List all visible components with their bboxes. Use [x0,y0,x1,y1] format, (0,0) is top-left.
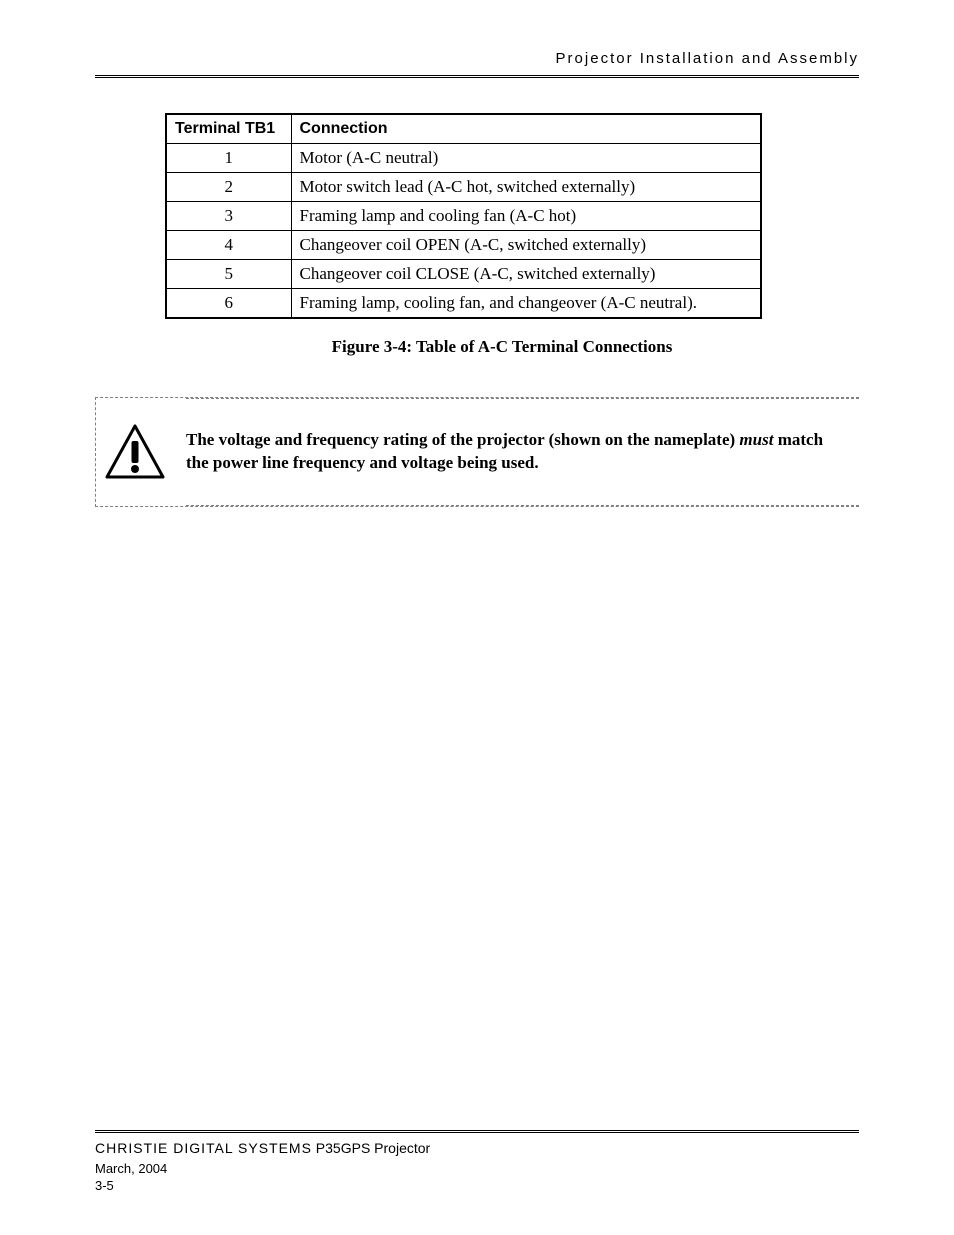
footer-date: March, 2004 [95,1160,859,1178]
figure-caption: Figure 3-4: Table of A-C Terminal Connec… [145,337,859,357]
table-header-connection: Connection [291,114,761,144]
page-header: Projector Installation and Assembly [95,50,859,78]
terminal-connections-table: Terminal TB1 Connection 1 Motor (A-C neu… [165,113,762,319]
header-title: Projector Installation and Assembly [556,50,859,67]
footer-page-number: 3-5 [95,1177,859,1195]
table-row: 2 Motor switch lead (A-C hot, switched e… [166,173,761,202]
page-footer: CHRISTIE DIGITAL SYSTEMS P35GPS Projecto… [95,1130,859,1195]
table-row: 6 Framing lamp, cooling fan, and changeo… [166,289,761,319]
terminal-cell: 1 [166,144,291,173]
table-header-row: Terminal TB1 Connection [166,114,761,144]
terminal-cell: 2 [166,173,291,202]
warning-text-italic: must [739,430,773,449]
table-row: 1 Motor (A-C neutral) [166,144,761,173]
table-row: 5 Changeover coil CLOSE (A-C, switched e… [166,260,761,289]
warning-text: The voltage and frequency rating of the … [186,398,859,506]
table-header-terminal: Terminal TB1 [166,114,291,144]
warning-icon-cell [96,413,171,491]
terminal-cell: 4 [166,231,291,260]
warning-triangle-icon [104,423,166,481]
connection-cell: Framing lamp and cooling fan (A-C hot) [291,202,761,231]
connection-cell: Changeover coil OPEN (A-C, switched exte… [291,231,761,260]
connection-cell: Framing lamp, cooling fan, and changeove… [291,289,761,319]
footer-line1: CHRISTIE DIGITAL SYSTEMS P35GPS Projecto… [95,1139,859,1160]
page-content: Terminal TB1 Connection 1 Motor (A-C neu… [95,113,859,1130]
terminal-table-wrapper: Terminal TB1 Connection 1 Motor (A-C neu… [165,113,859,319]
table-row: 3 Framing lamp and cooling fan (A-C hot) [166,202,761,231]
warning-box: The voltage and frequency rating of the … [95,397,859,507]
footer-company: CHRISTIE DIGITAL SYSTEMS [95,1140,312,1156]
terminal-cell: 3 [166,202,291,231]
connection-cell: Motor switch lead (A-C hot, switched ext… [291,173,761,202]
terminal-cell: 6 [166,289,291,319]
connection-cell: Motor (A-C neutral) [291,144,761,173]
warning-text-before: The voltage and frequency rating of the … [186,430,739,449]
terminal-cell: 5 [166,260,291,289]
connection-cell: Changeover coil CLOSE (A-C, switched ext… [291,260,761,289]
table-row: 4 Changeover coil OPEN (A-C, switched ex… [166,231,761,260]
footer-product: P35GPS Projector [312,1140,430,1156]
